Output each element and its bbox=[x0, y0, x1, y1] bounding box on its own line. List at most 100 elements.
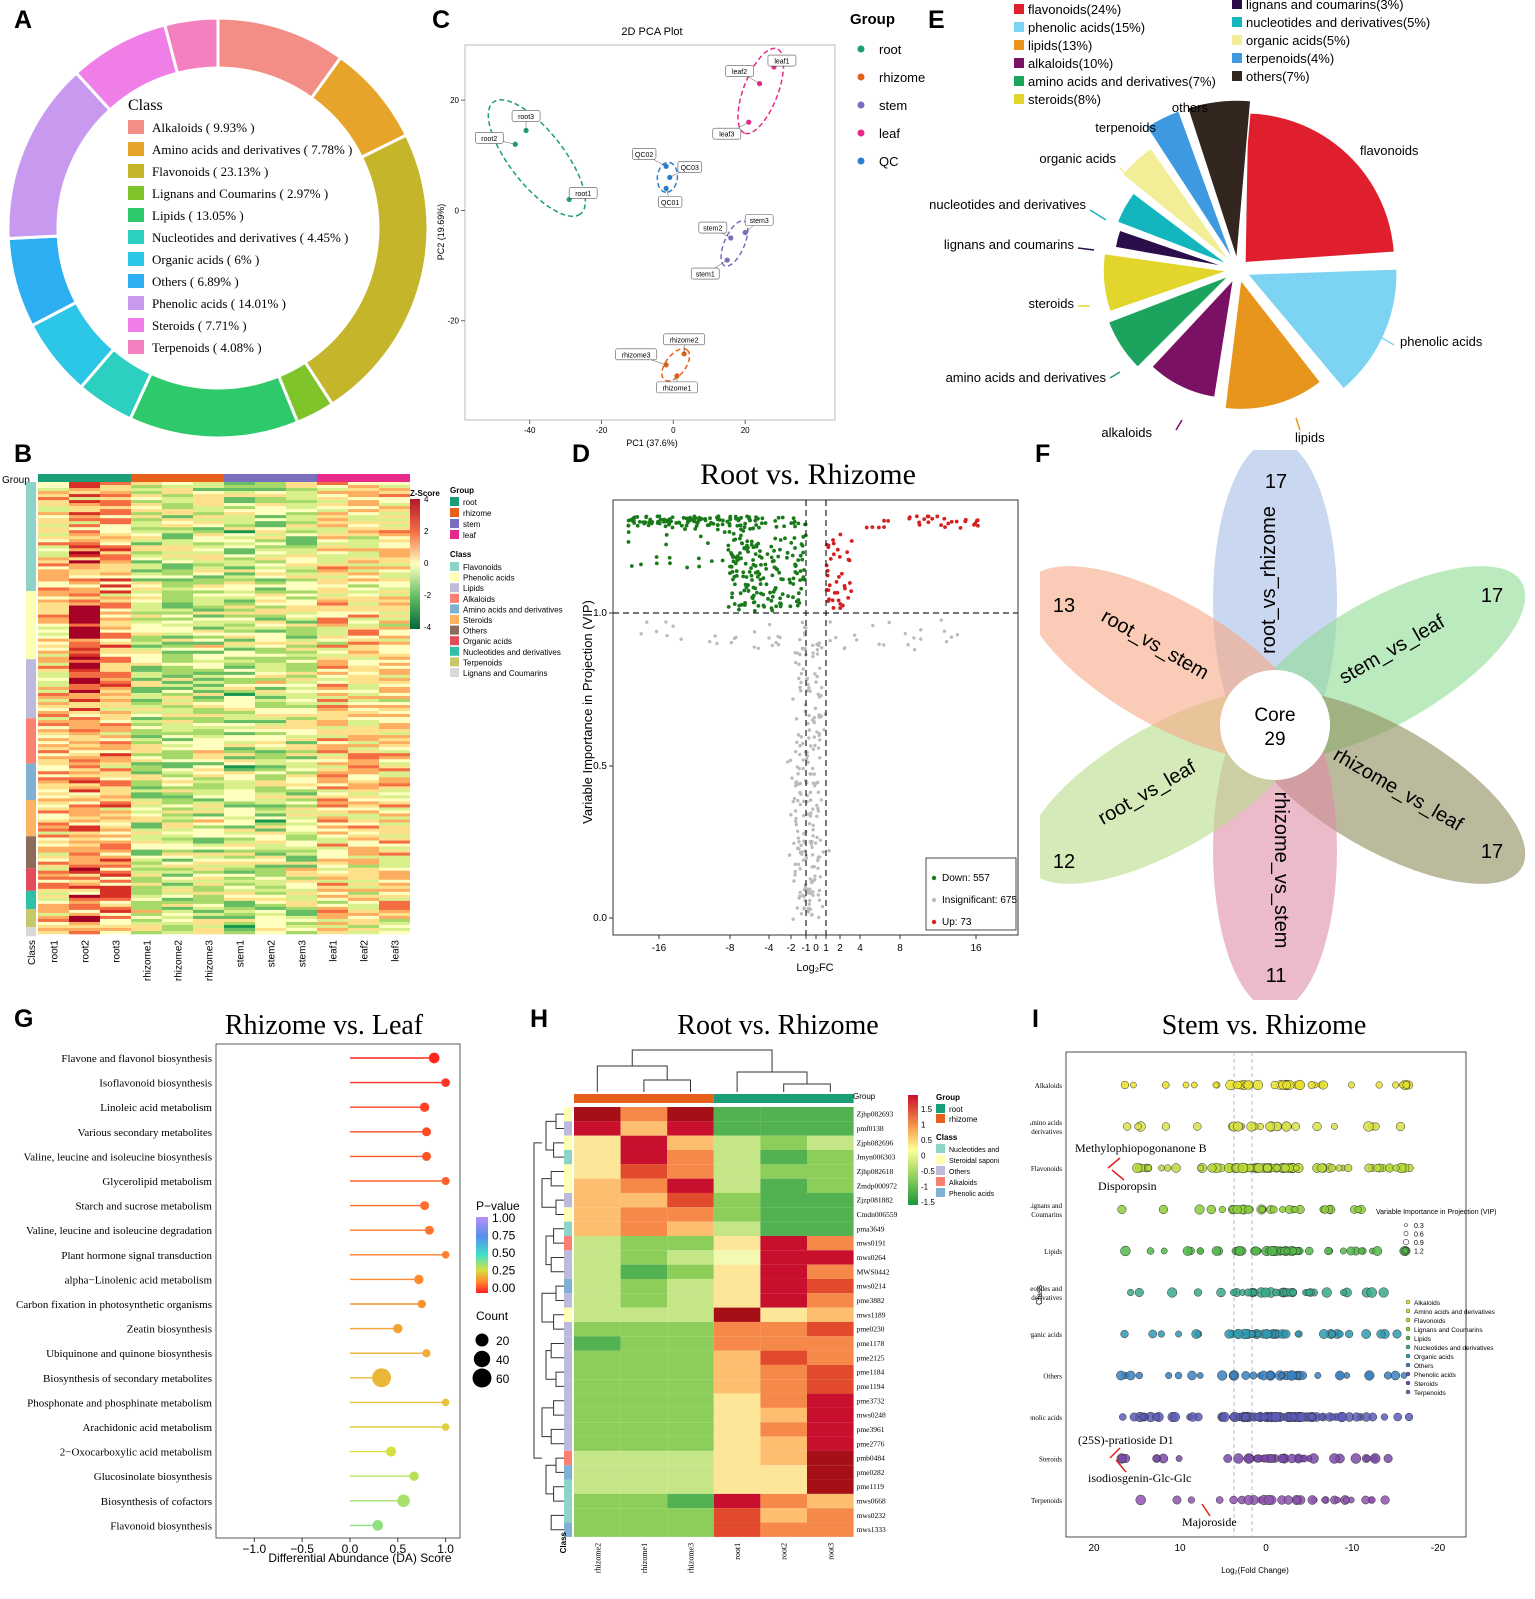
heatmap-cell bbox=[286, 777, 317, 781]
volcano-point-down bbox=[709, 559, 714, 564]
heatmap-cell bbox=[348, 840, 379, 844]
heatmap-cell bbox=[162, 762, 193, 766]
heatmap-cell bbox=[255, 780, 286, 784]
heatmap-cell bbox=[69, 701, 100, 706]
heatmap-cell bbox=[162, 551, 193, 555]
heatmap-cell bbox=[193, 584, 224, 588]
heatmap-cell bbox=[131, 849, 162, 853]
col-label-leaf3: leaf3 bbox=[391, 940, 402, 962]
h-group-legend-title: Group bbox=[936, 1093, 960, 1102]
heatmap-cell bbox=[317, 677, 348, 682]
heatmap-cell bbox=[255, 888, 286, 893]
heatmap-cell bbox=[69, 876, 100, 881]
heatmap-cell bbox=[193, 804, 224, 808]
volcano-point-down bbox=[720, 522, 725, 527]
heatmap-cell bbox=[131, 500, 162, 504]
panel-d-volcano-plot: Root vs. Rhizome -16 -8 -4 -2 -1 0 1 2 4 8 160.00.… bbox=[580, 458, 1019, 974]
pie-slice-10 bbox=[1186, 99, 1252, 261]
heatmap-cell bbox=[100, 903, 131, 908]
heatmap-cell bbox=[193, 617, 224, 621]
volcano-point-insignificant bbox=[877, 642, 881, 646]
heatmap-cell bbox=[348, 768, 379, 772]
class-legend-label-4: Amino acids and derivatives bbox=[463, 605, 563, 614]
heatmap-cell bbox=[69, 509, 100, 513]
volcano-xtick-3: -2 bbox=[787, 943, 796, 954]
bubble-point-4 bbox=[1324, 1246, 1333, 1256]
heatmap-cell bbox=[193, 608, 224, 612]
heatmap-cell bbox=[348, 864, 379, 869]
pca-ytick-20: 20 bbox=[450, 96, 459, 105]
heatmap-cell bbox=[286, 629, 317, 633]
heatmap-cell bbox=[317, 918, 348, 923]
pathway-label-11: Zeatin biosynthesis bbox=[127, 1324, 212, 1336]
class-bar-0 bbox=[26, 482, 36, 592]
heatmap-cell bbox=[100, 741, 131, 745]
heatmap-cell bbox=[224, 578, 255, 582]
heatmap-cell bbox=[38, 798, 69, 802]
heatmap-cell bbox=[69, 828, 100, 832]
heatmap-cell bbox=[100, 708, 131, 712]
heatmap-cell bbox=[379, 930, 410, 935]
heatmap-cell bbox=[379, 680, 410, 685]
heatmap-cell bbox=[162, 623, 193, 627]
heatmap-cell bbox=[162, 677, 193, 682]
row-dendrogram bbox=[553, 1314, 564, 1330]
pie-slice-9 bbox=[1145, 109, 1235, 262]
heatmap-cell bbox=[100, 704, 131, 709]
heatmap-cell bbox=[317, 653, 348, 658]
heatmap-cell bbox=[69, 533, 100, 537]
heatmap-cell bbox=[131, 711, 162, 715]
volcano-point-insignificant bbox=[820, 904, 825, 909]
volcano-point-insignificant bbox=[639, 632, 643, 636]
volcano-point-insignificant bbox=[795, 651, 800, 655]
heatmap-cell bbox=[348, 870, 379, 875]
h-heatmap-cell bbox=[574, 1135, 621, 1150]
heatmap-cell bbox=[348, 491, 379, 495]
volcano-point-insignificant bbox=[795, 740, 799, 744]
heatmap-cell bbox=[69, 656, 100, 661]
class-legend-swatch-9 bbox=[450, 657, 459, 667]
heatmap-cell bbox=[348, 786, 379, 790]
heatmap-cell bbox=[100, 846, 131, 850]
heatmap-cell bbox=[224, 906, 255, 911]
h-class-cell bbox=[564, 1364, 572, 1380]
heatmap-cell bbox=[69, 515, 100, 519]
h-heatmap-cell bbox=[574, 1250, 621, 1265]
lollipop-dot-0 bbox=[428, 1052, 440, 1064]
heatmap-cell bbox=[100, 572, 131, 576]
heatmap-cell bbox=[38, 735, 69, 739]
h-class-cell bbox=[564, 1149, 572, 1165]
heatmap-cell bbox=[38, 590, 69, 594]
h-heatmap-cell bbox=[807, 1364, 854, 1380]
bubble-row-label-3: Coumarins bbox=[1031, 1211, 1062, 1219]
heatmap-cell bbox=[100, 515, 131, 519]
heatmap-cell bbox=[379, 843, 410, 847]
heatmap-cell bbox=[38, 509, 69, 513]
pca-label-stem3: stem3 bbox=[750, 218, 769, 225]
heatmap-cell bbox=[224, 488, 255, 492]
pca-label-leaf3: leaf3 bbox=[719, 132, 734, 139]
volcano-point-insignificant bbox=[944, 639, 949, 644]
volcano-point-down bbox=[688, 515, 692, 520]
volcano-point-up bbox=[832, 591, 837, 595]
volcano-point-down bbox=[779, 602, 783, 606]
pie-slice-5 bbox=[1102, 252, 1229, 313]
heatmap-cell bbox=[379, 738, 410, 742]
heatmap-cell bbox=[286, 653, 317, 658]
bubble-point-7 bbox=[1249, 1371, 1258, 1380]
heatmap-cell bbox=[379, 735, 410, 739]
annotation-label-0: Methylophiopogonanone B bbox=[1075, 1141, 1207, 1155]
heatmap-cell bbox=[100, 503, 131, 507]
heatmap-cell bbox=[100, 671, 131, 676]
heatmap-cell bbox=[348, 545, 379, 549]
heatmap-cell bbox=[69, 810, 100, 814]
heatmap-cell bbox=[224, 506, 255, 510]
heatmap-cell bbox=[224, 780, 255, 784]
volcano-point-insignificant bbox=[796, 862, 801, 867]
h-heatmap-cell bbox=[574, 1493, 621, 1509]
heatmap-cell bbox=[100, 756, 131, 760]
heatmap-cell bbox=[38, 807, 69, 811]
volcano-point-insignificant bbox=[806, 721, 810, 726]
heatmap-cell bbox=[379, 795, 410, 799]
volcano-point-up bbox=[839, 571, 844, 576]
